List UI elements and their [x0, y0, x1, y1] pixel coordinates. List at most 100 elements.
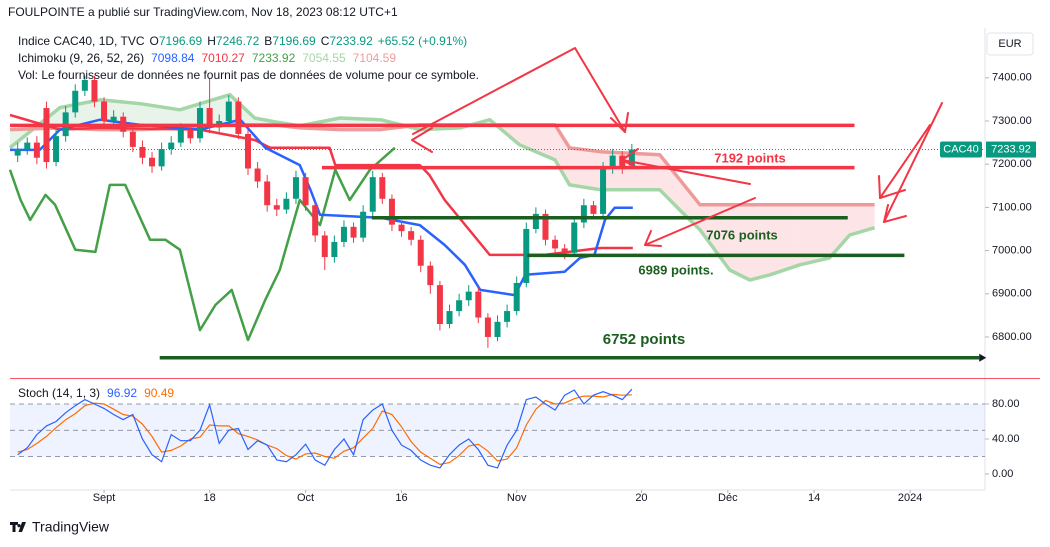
stoch-value: 90.49: [144, 386, 174, 400]
price-tag-box: [986, 141, 1036, 158]
x-tick-label: 20: [635, 492, 647, 504]
stoch-name: Stoch (14, 1, 3): [18, 386, 100, 400]
y-tick-label: 7000.00: [992, 244, 1032, 256]
candle-body: [475, 291, 482, 318]
candle-body: [187, 129, 194, 139]
y-tick-label: 6900.00: [992, 288, 1032, 300]
ohlc-value: 7196.69: [159, 34, 203, 48]
stoch-value: 96.92: [107, 386, 137, 400]
candle-body: [321, 235, 328, 258]
cloud-segment: [179, 94, 230, 128]
candle-body: [312, 205, 319, 236]
candle-body: [254, 168, 261, 182]
candle-body: [206, 108, 213, 128]
candle-body: [494, 321, 501, 337]
cloud-segment: [749, 204, 771, 280]
x-tick-label: Sept: [93, 492, 116, 504]
candle-body: [436, 285, 443, 325]
x-tick-label: 16: [395, 492, 407, 504]
ohlc-value: 7233.92: [329, 34, 373, 48]
y-tick-label: 40.00: [992, 433, 1020, 445]
candle-body: [571, 222, 578, 253]
candle-body: [369, 177, 376, 212]
level-label: 6989 points.: [638, 262, 713, 277]
x-tick-label: 14: [808, 492, 820, 504]
candle-body: [197, 108, 204, 139]
ohlc-key: O: [150, 34, 159, 48]
arrow-head: [883, 204, 907, 223]
candle-body: [139, 146, 146, 158]
x-tick-label: Oct: [297, 492, 314, 504]
x-tick-label: 2024: [898, 492, 922, 504]
candle-body: [14, 149, 21, 156]
candle-body: [379, 177, 386, 199]
arrow: [412, 47, 626, 135]
legend-indicator: Ichimoku (9, 26, 52, 26) 7098.84 7010.27 72…: [18, 51, 396, 65]
indicator-value: 7054.55: [302, 51, 346, 65]
y-tick-label: 7100.00: [992, 201, 1032, 213]
ohlc-key: B: [264, 34, 272, 48]
candle-body: [331, 241, 338, 258]
candle-body: [600, 168, 607, 214]
candle-body: [302, 177, 309, 206]
stoch-legend: Stoch (14, 1, 3) 96.92 90.49: [18, 386, 174, 400]
ohlc-value: 7196.69: [272, 34, 316, 48]
currency: EUR: [998, 38, 1021, 50]
arrow: [621, 159, 751, 185]
candle-body: [43, 108, 50, 163]
candle-body: [273, 205, 280, 210]
candle-body: [465, 291, 472, 301]
change: +65.52 (+0.91%): [378, 34, 467, 48]
candle-body: [81, 79, 88, 91]
candle-body: [456, 300, 463, 312]
candle-body: [91, 79, 98, 102]
indicator-name: Ichimoku (9, 26, 52, 26): [18, 51, 144, 65]
candle-body: [53, 136, 60, 163]
candle-body: [340, 226, 347, 242]
candle-body: [619, 155, 626, 169]
indicator-value: 7010.27: [201, 51, 245, 65]
level-label: 6752 points: [603, 331, 686, 348]
arrow: [883, 102, 943, 223]
candle-body: [513, 282, 520, 312]
candle-body: [398, 224, 405, 232]
level-arrow: [979, 353, 987, 362]
symbol: Indice CAC40, 1D, TVC: [18, 34, 145, 48]
arrow: [879, 124, 931, 199]
arrow-head: [644, 230, 662, 247]
y-tick-label: 7200.00: [992, 158, 1032, 170]
candle-body: [244, 133, 251, 169]
footer-logo: TradingView: [10, 519, 110, 535]
arrow-head: [411, 127, 433, 153]
y-tick-label: 7400.00: [992, 72, 1032, 84]
candle-body: [350, 226, 357, 238]
candle-body: [580, 205, 587, 223]
candle-body: [427, 265, 434, 286]
candle-body: [590, 205, 597, 214]
candle-body: [72, 90, 79, 113]
candle-body: [532, 213, 539, 229]
cloud-segment: [519, 124, 556, 160]
annotation-arrows: [411, 47, 943, 247]
cloud-segment: [555, 124, 570, 185]
candle-body: [168, 142, 175, 150]
header: FOULPOINTE a publié sur TradingView.com,…: [8, 5, 398, 19]
indicator-value: 7233.92: [252, 51, 296, 65]
candle-body: [101, 101, 108, 122]
candle-body: [484, 317, 491, 337]
candle-body: [388, 198, 395, 225]
x-tick-label: Déc: [718, 492, 738, 504]
candle-body: [264, 181, 271, 206]
indicator-value: 7098.84: [151, 51, 195, 65]
candle-body: [235, 101, 242, 134]
ohlc-key: C: [321, 34, 330, 48]
volume-note: Vol: Le fournisseur de données ne fourni…: [18, 68, 479, 82]
candle-body: [225, 101, 232, 122]
candle-body: [283, 198, 290, 210]
y-tick-label: 6800.00: [992, 331, 1032, 343]
price-tag-value: 7233.92: [991, 143, 1031, 155]
level-label: 7192 points: [714, 150, 786, 165]
price-tag-name-box: [940, 141, 982, 158]
stoch-line: [17, 388, 633, 469]
